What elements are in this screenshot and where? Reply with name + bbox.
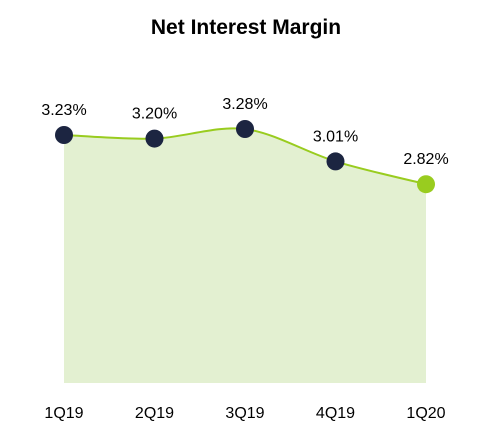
area-fill	[64, 128, 426, 383]
chart-title: Net Interest Margin	[150, 16, 342, 39]
data-point-4q19	[326, 152, 345, 171]
area-layer	[64, 128, 426, 383]
data-label-4q19: 3.01%	[313, 128, 358, 145]
tick-layer: 1Q19 2Q19 3Q19 4Q19 1Q20	[44, 405, 445, 422]
data-label-1q20: 2.82%	[403, 151, 448, 168]
label-layer: 3.23% 3.20% 3.28% 3.01% 2.82%	[41, 96, 448, 168]
data-label-3q19: 3.28%	[222, 96, 267, 113]
x-tick-label-3q19: 3Q19	[225, 405, 264, 422]
data-point-2q19	[145, 129, 164, 148]
data-point-1q19	[55, 126, 73, 144]
x-tick-label-4q19: 4Q19	[316, 405, 355, 422]
marker-layer	[55, 120, 435, 194]
data-label-1q19: 3.23%	[41, 102, 86, 119]
x-tick-label-1q20: 1Q20	[406, 405, 445, 422]
x-tick-label-1q19: 1Q19	[44, 405, 83, 422]
data-point-1q20	[417, 175, 435, 194]
x-tick-label-2q19: 2Q19	[135, 405, 174, 422]
data-point-3q19	[236, 120, 254, 138]
data-label-2q19: 3.20%	[132, 106, 177, 123]
